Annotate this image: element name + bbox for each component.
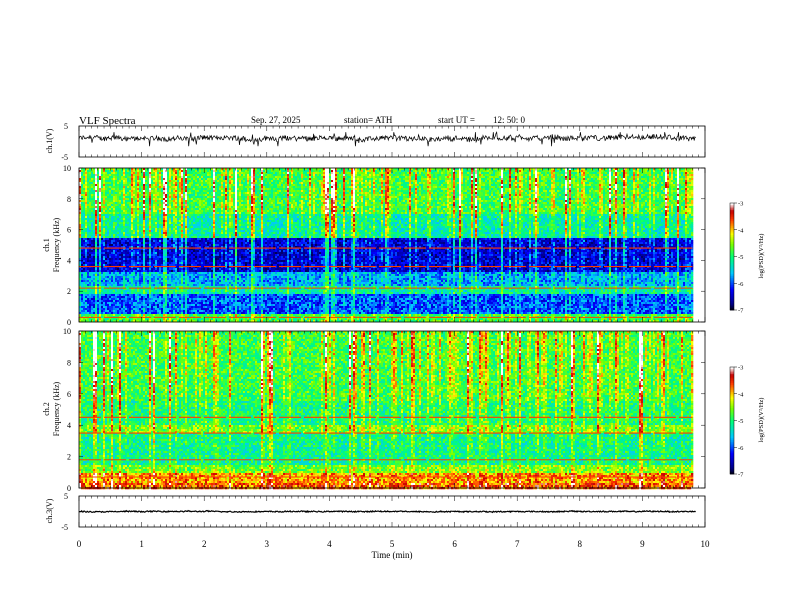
frequency-tick-label: 8	[67, 195, 71, 204]
ch2-colorbar-gradient	[730, 367, 734, 475]
frequency-tick-label: 4	[67, 421, 71, 430]
ch1-waveform-ylabel: ch.1(V)	[45, 128, 54, 153]
time-tick-label: 5	[390, 539, 395, 549]
time-tick-label: 4	[327, 539, 332, 549]
ch2-colorbar-ticks: -3 -4 -5 -6 -7	[734, 365, 744, 479]
frequency-tick-label: 6	[67, 390, 71, 399]
frequency-tick-label: 0	[67, 484, 71, 493]
ch2-spectrogram-panel: 0 2 4 6 8 10 ch.2 Frequency (kHz)	[42, 327, 706, 493]
ch3-ytick-bottom: -5	[61, 523, 68, 532]
time-tick-label: 0	[77, 539, 82, 549]
ch1-waveform-ticks	[78, 126, 706, 157]
ch3-ytick-top: 5	[64, 492, 68, 501]
colorbar-tick-label: -5	[738, 254, 743, 261]
ch1-waveform-panel: 5 -5 ch.1(V)	[45, 122, 706, 162]
ch2-spectrogram-xticks	[78, 331, 706, 488]
ch1-colorbar-ticks: -3 -4 -5 -6 -7	[734, 201, 744, 315]
ch1-colorbar-gradient	[730, 203, 734, 311]
ch3-waveform-ticks	[78, 496, 706, 527]
time-tick-label: 9	[640, 539, 645, 549]
colorbar-tick-label: -4	[738, 391, 744, 398]
colorbar-tick-label: -4	[738, 227, 744, 234]
ch3-waveform-ylabel: ch.3(V)	[45, 498, 54, 523]
ch1-ytick-top: 5	[64, 122, 68, 131]
ch2-frequency-ylabel: Frequency (kHz)	[52, 381, 61, 436]
ch2-colorbar: -3 -4 -5 -6 -7 log(PSD)(V²/Hz)	[729, 365, 765, 479]
time-tick-label: 10	[701, 539, 711, 549]
ch3-waveform-line	[78, 509, 696, 514]
ch2-spectrogram-image	[79, 331, 705, 490]
colorbar-tick-label: -6	[738, 445, 744, 452]
frequency-tick-label: 10	[63, 164, 71, 173]
start-ut-time: 12: 50: 0	[493, 115, 526, 125]
colorbar-tick-label: -7	[738, 472, 744, 479]
station-label: station= ATH	[344, 115, 393, 125]
ch1-colorbar: -3 -4 -5 -6 -7 log(PSD)(V²/Hz)	[729, 201, 765, 315]
ch1-spectrogram-panel: 0 2 4 6 8 10 ch.1 Frequency (kHz)	[42, 164, 706, 327]
ch1-spectrogram-yticks: 0 2 4 6 8 10	[63, 164, 705, 327]
ch2-channel-label: ch.2	[42, 402, 51, 416]
figure-title: VLF Spectra	[79, 115, 136, 127]
ch1-frequency-ylabel: Frequency (kHz)	[52, 217, 61, 272]
time-tick-label: 7	[515, 539, 520, 549]
ch1-channel-label: ch.1	[42, 238, 51, 252]
time-tick-label: 8	[578, 539, 583, 549]
ch1-spectrogram-image	[79, 168, 705, 323]
ch3-waveform-panel: 5 -5 ch.3(V)	[45, 492, 706, 532]
colorbar-tick-label: -6	[738, 281, 744, 288]
colorbar-tick-label: -3	[738, 201, 743, 208]
frequency-tick-label: 6	[67, 226, 71, 235]
frequency-tick-label: 2	[67, 453, 71, 462]
time-tick-label: 6	[452, 539, 457, 549]
time-axis-label: Time (min)	[372, 550, 413, 560]
colorbar-tick-label: -3	[738, 365, 743, 372]
colorbar-tick-label: -7	[738, 308, 744, 315]
frequency-tick-label: 4	[67, 256, 71, 265]
colorbar-tick-label: -5	[738, 418, 743, 425]
frequency-tick-label: 2	[67, 287, 71, 296]
ch1-spectrogram-xticks	[78, 168, 706, 322]
ch1-ytick-bottom: -5	[61, 153, 68, 162]
ch1-waveform-line	[78, 131, 696, 147]
frequency-tick-label: 10	[63, 327, 71, 336]
ch2-colorbar-label: log(PSD)(V²/Hz)	[758, 398, 765, 443]
time-axis-tick-labels: 0 1 2 3 4 5 6 7 8 9 10	[77, 539, 710, 549]
date-label: Sep. 27, 2025	[251, 115, 301, 125]
time-tick-label: 2	[202, 539, 207, 549]
time-tick-label: 1	[139, 539, 144, 549]
ch1-colorbar-label: log(PSD)(V²/Hz)	[758, 234, 765, 279]
ch2-spectrogram-yticks: 0 2 4 6 8 10	[63, 327, 705, 493]
ch1-waveform-frame	[78, 125, 706, 158]
frequency-tick-label: 8	[67, 358, 71, 367]
frequency-tick-label: 0	[67, 318, 71, 327]
time-tick-label: 3	[265, 539, 270, 549]
start-ut-label: start UT =	[438, 115, 475, 125]
